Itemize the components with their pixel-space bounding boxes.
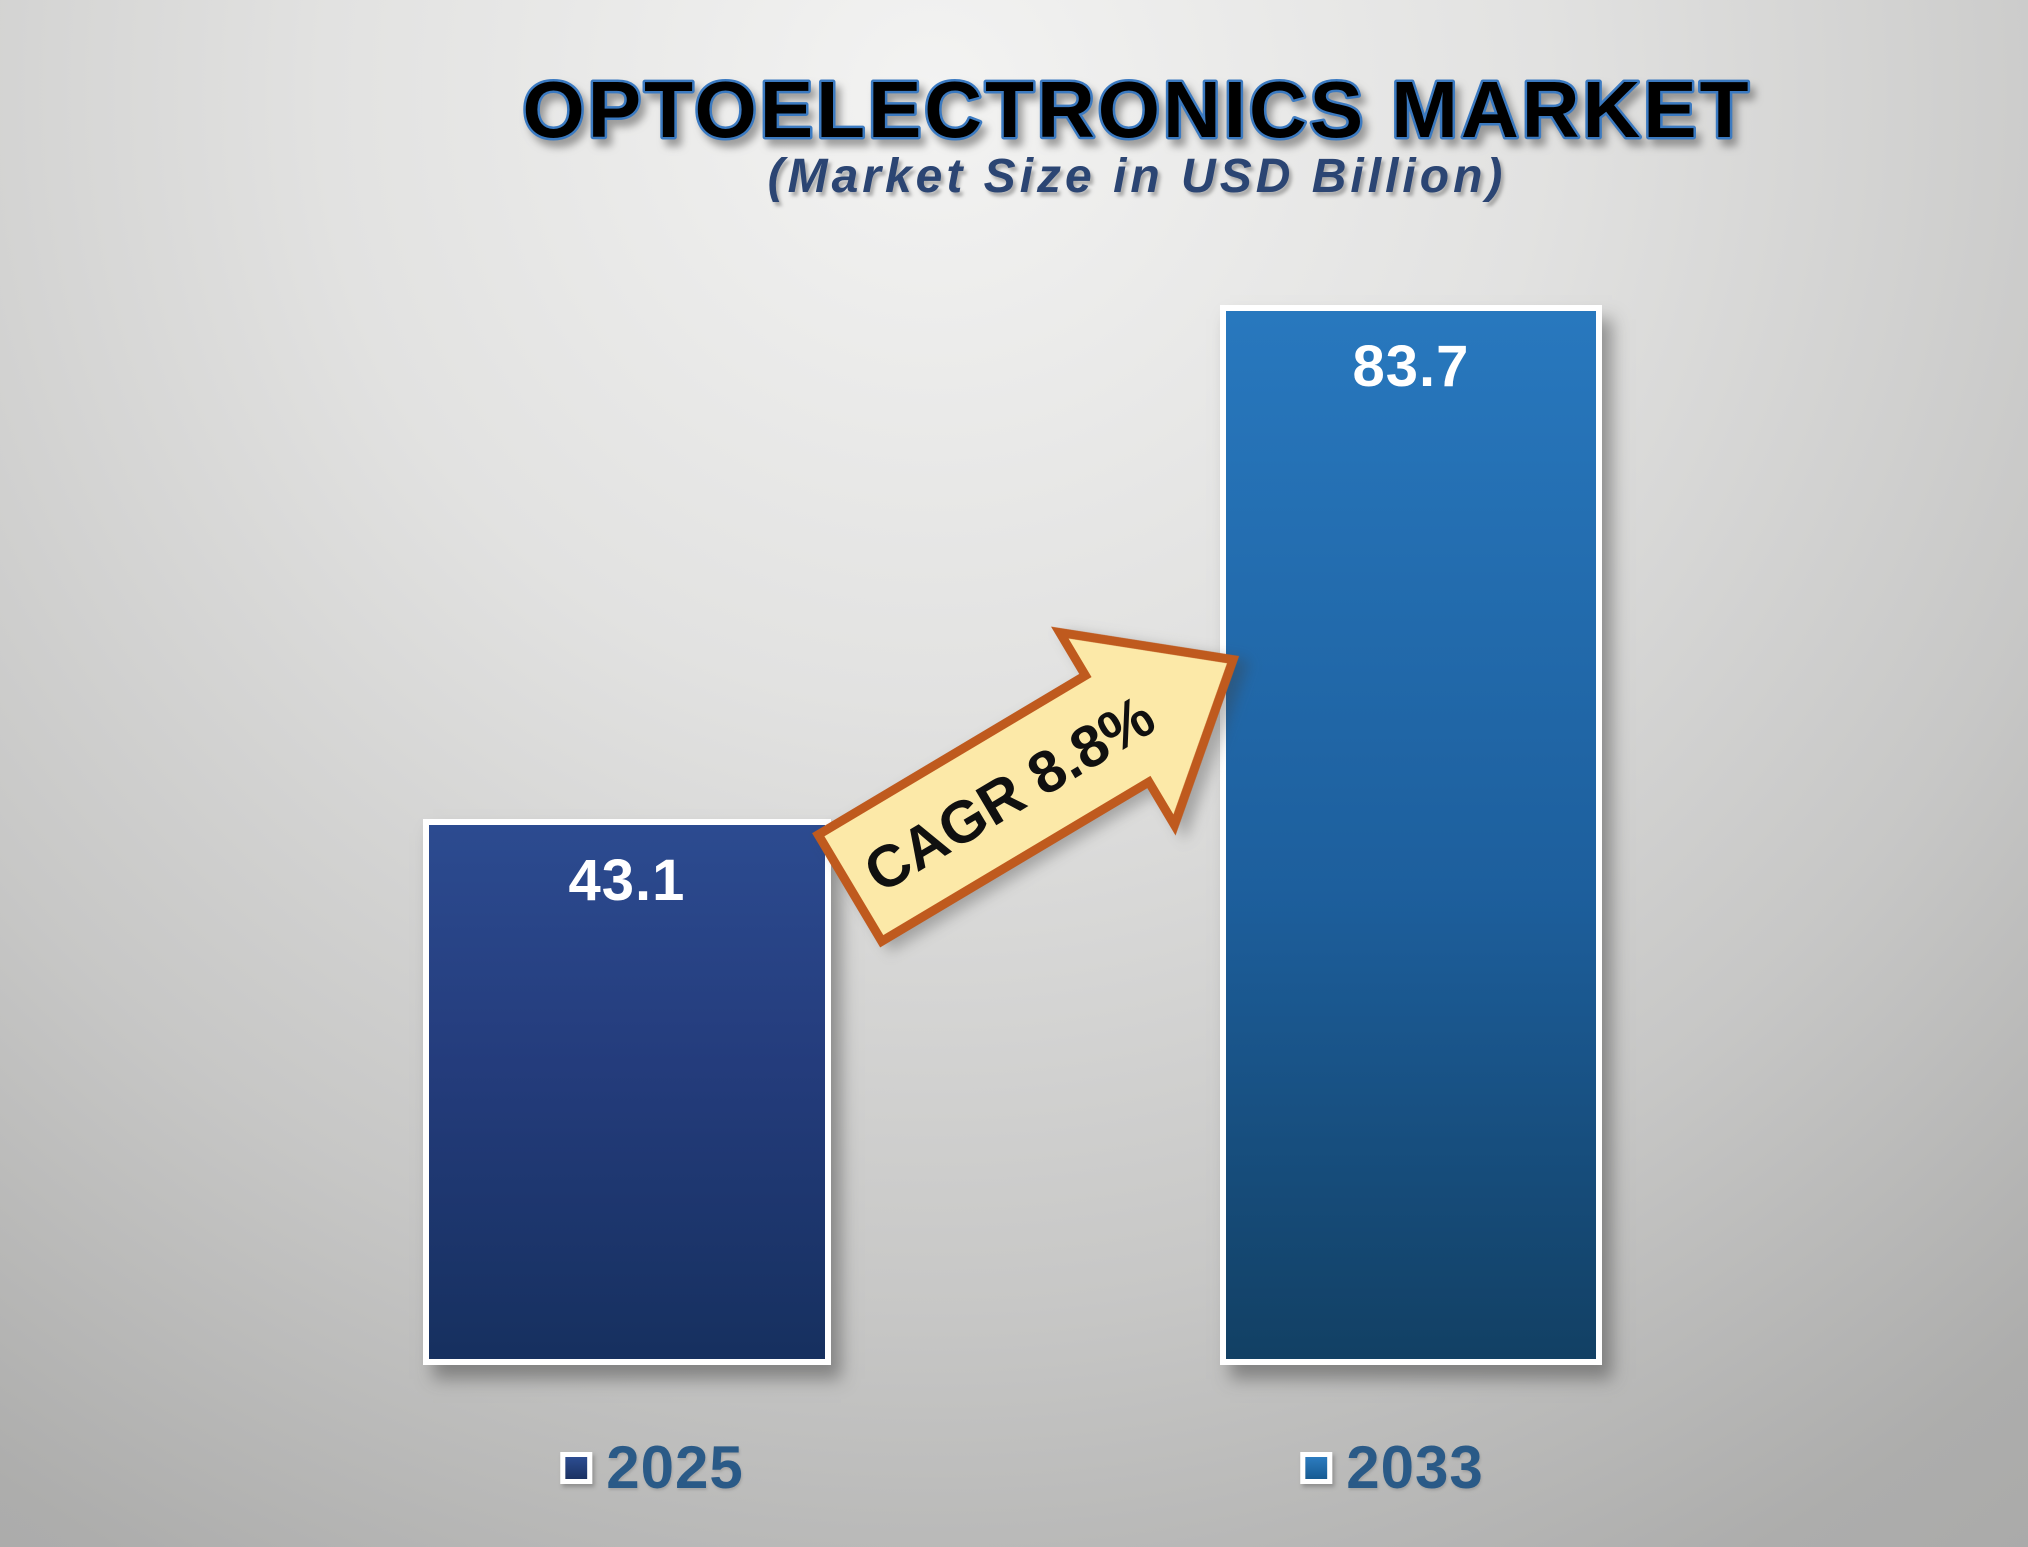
legend-item-2033: 2033 (1300, 1433, 1483, 1502)
chart-title-block: OPTOELECTRONICS MARKET (520, 63, 1751, 157)
legend-swatch-2033-icon (1300, 1451, 1333, 1484)
legend-swatch-2025-icon (560, 1451, 593, 1484)
cagr-growth-arrow: CAGR 8.8% (812, 626, 1240, 948)
bar-2025: 43.1 (423, 819, 831, 1365)
legend-label-2025: 2025 (606, 1434, 744, 1501)
legend-item-2025: 2025 (560, 1433, 743, 1502)
bar-2033: 83.7 (1220, 305, 1602, 1365)
chart-title: OPTOELECTRONICS MARKET (522, 65, 1751, 154)
up-right-arrow-icon (812, 626, 1240, 948)
bar-value-2033: 83.7 (1352, 334, 1470, 399)
bar-value-2025: 43.1 (568, 848, 686, 913)
chart-subtitle: (Market Size in USD Billion) (767, 150, 1507, 203)
legend-label-2033: 2033 (1346, 1434, 1484, 1501)
